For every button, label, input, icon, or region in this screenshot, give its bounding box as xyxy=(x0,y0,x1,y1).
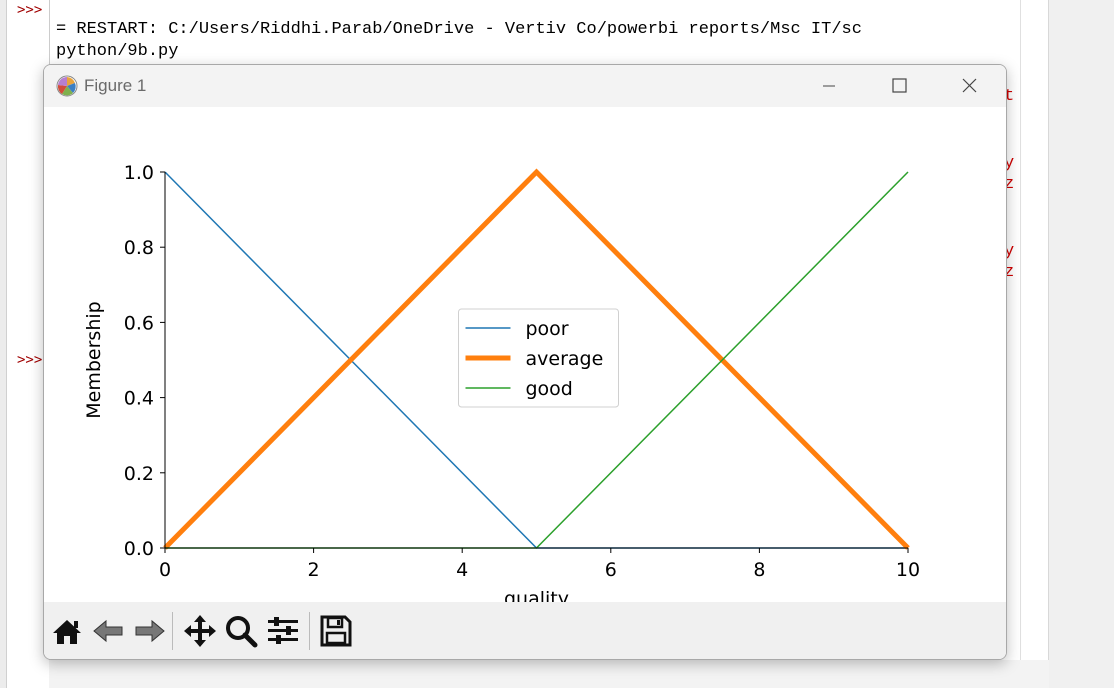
shell-prompt-column: >>> >>> xyxy=(7,0,47,688)
shell-text-fragment: z xyxy=(1004,175,1015,194)
x-tick-label: 6 xyxy=(605,559,617,581)
close-icon xyxy=(962,78,977,93)
x-tick-label: 0 xyxy=(159,559,171,581)
shell-text-fragment: z xyxy=(1004,263,1015,282)
home-icon xyxy=(53,620,81,644)
y-tick-label: 0.2 xyxy=(124,463,154,485)
configure-subplots-icon xyxy=(268,617,298,644)
shell-output-line[interactable]: = RESTART: C:/Users/Riddhi.Parab/OneDriv… xyxy=(56,20,862,39)
x-axis-label: quality xyxy=(504,588,569,602)
x-ticks: 0 2 4 6 8 10 xyxy=(159,548,920,581)
y-tick-label: 0.6 xyxy=(124,312,154,334)
figure-window: Figure 1 0 2 4 6 8 10 0.0 0.2 0.4 0.6 0.8 1.0 qual… xyxy=(43,64,1007,660)
shell-left-gutter xyxy=(0,0,7,688)
toolbar-separator xyxy=(309,612,310,650)
home-button[interactable] xyxy=(48,612,86,650)
y-ticks: 0.0 0.2 0.4 0.6 0.8 1.0 xyxy=(124,162,165,560)
legend-label-average: average xyxy=(526,348,604,370)
close-button[interactable] xyxy=(934,65,1004,107)
save-icon xyxy=(320,615,352,647)
legend-frame xyxy=(458,308,619,408)
y-tick-label: 0.8 xyxy=(124,237,154,259)
maximize-icon xyxy=(892,78,907,93)
shell-text-fragment: t xyxy=(1004,87,1015,106)
shell-right-divider xyxy=(1020,0,1021,688)
minimize-icon xyxy=(823,85,835,87)
x-tick-label: 8 xyxy=(753,559,765,581)
pan-icon xyxy=(184,615,216,647)
shell-output-line[interactable]: python/9b.py xyxy=(56,42,179,61)
title-bar[interactable]: Figure 1 xyxy=(44,65,1006,107)
series-line-average xyxy=(163,168,910,550)
figure-canvas[interactable]: 0 2 4 6 8 10 0.0 0.2 0.4 0.6 0.8 1.0 quality Membe… xyxy=(44,107,1006,602)
x-tick-label: 2 xyxy=(308,559,320,581)
zoom-icon xyxy=(226,616,258,648)
y-tick-label: 0.0 xyxy=(124,538,154,560)
x-tick-label: 10 xyxy=(896,559,920,581)
toolbar-separator xyxy=(172,612,173,650)
legend: poor average good xyxy=(458,308,619,408)
shell-text-fragment: y xyxy=(1004,242,1015,261)
configure-subplots-button[interactable] xyxy=(264,612,302,650)
save-button[interactable] xyxy=(317,612,355,650)
y-tick-label: 1.0 xyxy=(124,162,154,184)
navigation-toolbar xyxy=(44,602,1006,659)
back-arrow-icon xyxy=(93,619,123,643)
y-axis-label: Membership xyxy=(83,301,105,418)
shell-text-fragment: y xyxy=(1004,154,1015,173)
legend-label-good: good xyxy=(526,378,573,400)
shell-bottom-area xyxy=(49,660,1049,688)
matplotlib-app-icon xyxy=(56,75,78,97)
window-title: Figure 1 xyxy=(84,76,147,95)
shell-prompt: >>> xyxy=(17,2,43,18)
maximize-button[interactable] xyxy=(864,65,934,107)
forward-button[interactable] xyxy=(130,612,168,650)
legend-label-poor: poor xyxy=(526,318,569,340)
forward-arrow-icon xyxy=(135,619,165,643)
shell-prompt: >>> xyxy=(17,352,43,368)
y-tick-label: 0.4 xyxy=(124,388,154,410)
zoom-button[interactable] xyxy=(222,612,260,650)
shell-scrollbar[interactable] xyxy=(1048,0,1114,688)
minimize-button[interactable] xyxy=(794,65,864,107)
x-tick-label: 4 xyxy=(456,559,468,581)
pan-button[interactable] xyxy=(181,612,219,650)
membership-chart[interactable]: 0 2 4 6 8 10 0.0 0.2 0.4 0.6 0.8 1.0 quality Membe… xyxy=(44,107,1006,602)
back-button[interactable] xyxy=(90,612,128,650)
